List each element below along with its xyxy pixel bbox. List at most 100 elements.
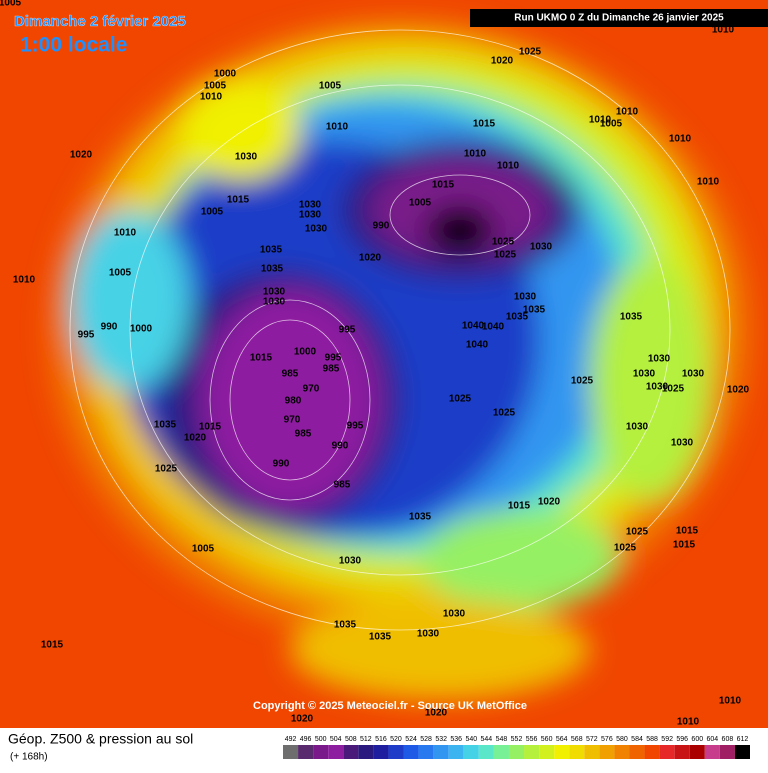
scale-label: 600 [691, 736, 703, 743]
scale-swatch [569, 745, 585, 759]
isobar-label: 990 [273, 459, 290, 470]
isobar-label: 1005 [109, 268, 132, 279]
isobar-label: 1015 [473, 119, 496, 130]
scale-swatch [328, 745, 344, 759]
scale-swatch [524, 745, 540, 759]
isobar-label: 1000 [214, 69, 237, 80]
isobar-label: 1005 [409, 198, 432, 209]
scale-label: 536 [450, 736, 462, 743]
scale-label: 512 [360, 736, 372, 743]
scale-label: 584 [631, 736, 643, 743]
isobar-label: 1035 [523, 305, 546, 316]
isobar-label: 1030 [417, 629, 440, 640]
scale-swatch [448, 745, 464, 759]
isobar-label: 1010 [13, 275, 36, 286]
isobar-label: 980 [285, 396, 302, 407]
scale-swatch [508, 745, 525, 759]
isobar-label: 1015 [673, 540, 696, 551]
isobar-label: 1025 [155, 464, 178, 475]
isobar-label: 1030 [671, 438, 694, 449]
isobar-label: 1020 [727, 385, 750, 396]
isobar-label: 1010 [464, 149, 487, 160]
scale-label: 528 [420, 736, 432, 743]
isobar-label: 1005 [319, 81, 342, 92]
isobar-label: 1010 [200, 92, 223, 103]
scale-swatch [388, 745, 404, 759]
scale-label: 516 [375, 736, 387, 743]
isobar-label: 1005 [204, 81, 227, 92]
isobar-label: 990 [373, 221, 390, 232]
isobar-label: 1030 [443, 609, 466, 620]
scale-label: 572 [586, 736, 598, 743]
isobar-label: 985 [295, 429, 312, 440]
isobar-label: 1010 [669, 134, 692, 145]
isobar-label: 1030 [299, 210, 322, 221]
isobar-label: 1025 [626, 527, 649, 538]
color-scale: 492 496 500 504 508 512 516 520 524 528 532 536 540 5… [283, 736, 750, 759]
isobar-label: 1020 [291, 714, 314, 725]
scale-label: 552 [511, 736, 523, 743]
isobar-label: 1010 [719, 696, 742, 707]
scale-swatch [689, 745, 705, 759]
isobar-label: 1030 [514, 292, 537, 303]
scale-label: 592 [661, 736, 673, 743]
scale-swatch [734, 745, 750, 759]
isobar-label: 1020 [491, 56, 514, 67]
isobar-label: 970 [303, 384, 320, 395]
isobar-label: 1010 [114, 228, 137, 239]
isobar-label: 1035 [261, 264, 284, 275]
isobar-label: 1015 [199, 422, 222, 433]
scale-swatch [554, 745, 570, 759]
scale-label: 596 [676, 736, 688, 743]
scale-swatch [283, 745, 299, 759]
scale-swatch [418, 745, 434, 759]
isobar-label: 1020 [425, 708, 448, 719]
isobar-label: 1020 [70, 150, 93, 161]
scale-label: 548 [496, 736, 508, 743]
scale-swatch [298, 745, 314, 759]
isobar-label: 1030 [646, 382, 669, 393]
isobar-label: 1010 [616, 107, 639, 118]
isobar-label: 1035 [260, 245, 283, 256]
isobar-label: 1030 [633, 369, 656, 380]
scale-label: 608 [722, 736, 734, 743]
isobar-label: 1030 [682, 369, 705, 380]
run-banner [470, 9, 768, 27]
isobar-label: 985 [282, 369, 299, 380]
isobar-label: 1010 [326, 122, 349, 133]
map-fields [0, 0, 768, 728]
isobar-label: 1025 [519, 47, 542, 58]
scale-label: 496 [300, 736, 312, 743]
isobar-label: 1005 [600, 119, 623, 130]
scale-label: 580 [616, 736, 628, 743]
isobar-label: 1030 [530, 242, 553, 253]
isobar-label: 1025 [662, 384, 685, 395]
scale-swatch [629, 745, 645, 759]
isobar-label: 1040 [466, 340, 489, 351]
scale-label: 508 [345, 736, 357, 743]
isobar-label: 1015 [41, 640, 64, 651]
isobar-label: 1030 [235, 152, 258, 163]
isobar-label: 1005 [192, 544, 215, 555]
isobar-label: 1025 [493, 408, 516, 419]
copyright: Copyright © 2025 Meteociel.fr - Source U… [253, 700, 527, 712]
isobar-label: 1015 [508, 501, 531, 512]
scale-swatch [373, 745, 389, 759]
isobar-label: 1015 [227, 195, 250, 206]
scale-swatch [403, 745, 419, 759]
isobar-label: 1025 [492, 237, 515, 248]
scale-label: 492 [285, 736, 297, 743]
scale-label: 560 [541, 736, 553, 743]
isobar-label: 995 [339, 325, 356, 336]
isobar-label: 1030 [648, 354, 671, 365]
isobar-label: 995 [78, 330, 95, 341]
isobar-label: 1025 [494, 250, 517, 261]
isobar-label: 1000 [294, 347, 317, 358]
isobar-label: 985 [334, 480, 351, 491]
scale-label: 532 [435, 736, 447, 743]
scale-swatch [433, 745, 449, 759]
scale-swatch [704, 745, 720, 759]
forecast-date: Dimanche 2 février 2025 [14, 13, 186, 30]
